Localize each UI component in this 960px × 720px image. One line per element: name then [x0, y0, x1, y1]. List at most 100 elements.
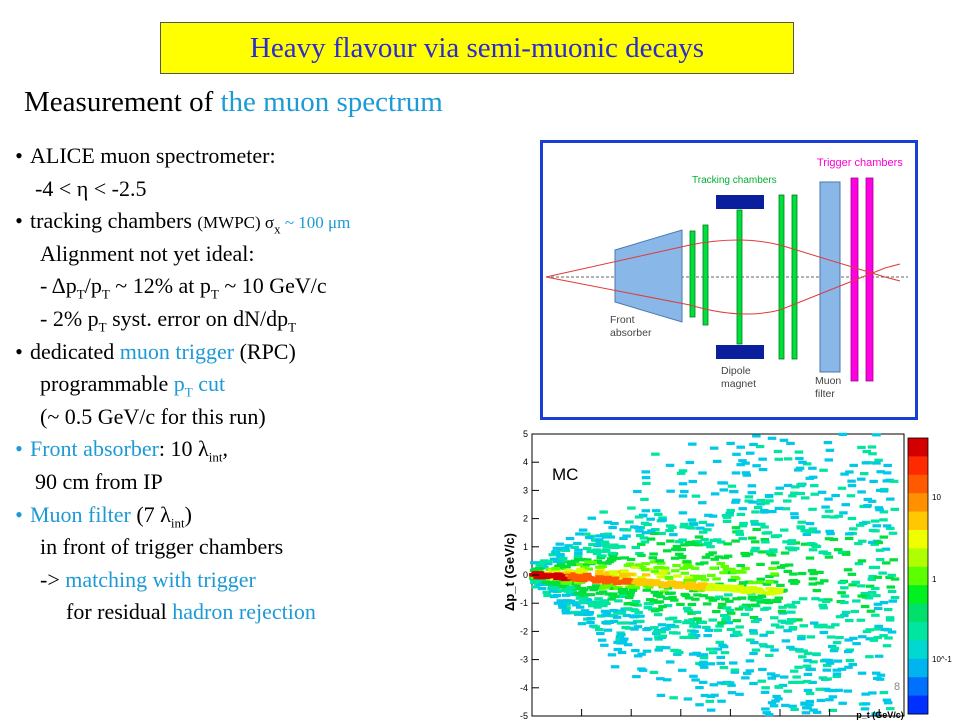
histogram-cell — [872, 524, 881, 528]
histogram-cell — [668, 525, 677, 529]
histogram-cell — [847, 572, 857, 576]
histogram-cell — [634, 515, 644, 519]
histogram-cell — [643, 637, 653, 641]
histogram-cell — [655, 600, 665, 604]
histogram-cell — [767, 701, 777, 705]
histogram-cell — [582, 546, 592, 551]
histogram-cell — [630, 585, 639, 589]
histogram-cell — [797, 637, 806, 641]
histogram-cell — [783, 569, 793, 573]
histogram-cell — [641, 562, 650, 566]
bullet-spectrometer: • ALICE muon spectrometer: — [8, 140, 528, 173]
histogram-cell — [595, 570, 604, 574]
histogram-cell — [586, 620, 595, 625]
histogram-cell — [712, 577, 721, 581]
histogram-cell — [631, 545, 641, 550]
histogram-cell — [637, 565, 647, 570]
histogram-cell — [638, 668, 648, 672]
histogram-cell — [838, 432, 848, 436]
histogram-cell — [750, 522, 760, 526]
histogram-cell — [736, 463, 745, 467]
histogram-cell — [734, 633, 743, 637]
histogram-cell — [805, 556, 815, 560]
histogram-cell — [641, 531, 651, 535]
histogram-cell — [816, 698, 826, 703]
trigger-chamber-1 — [850, 177, 859, 382]
histogram-cell — [797, 634, 806, 639]
histogram-cell — [851, 580, 860, 584]
histogram-cell — [771, 699, 780, 703]
histogram-cell — [750, 540, 760, 544]
histogram-cell — [698, 663, 707, 667]
histogram-cell — [709, 446, 719, 450]
histogram-cell — [803, 672, 813, 677]
histogram-cell — [654, 648, 663, 652]
y-tick-label: 4 — [523, 457, 528, 467]
histogram-cell — [620, 556, 629, 560]
histogram-cell — [657, 531, 666, 536]
histogram-cell — [673, 574, 682, 578]
histogram-cell — [862, 450, 872, 454]
histogram-cell — [657, 561, 666, 565]
histogram-cell — [847, 516, 857, 521]
histogram-cell — [837, 486, 847, 490]
slide-subtitle: Measurement of the muon spectrum — [24, 86, 443, 119]
histogram-cell — [703, 542, 712, 547]
histogram-cell — [714, 555, 723, 559]
histogram-cell — [599, 599, 609, 603]
histogram-cell — [667, 583, 677, 587]
histogram-cell — [690, 566, 700, 570]
histogram-cell — [825, 698, 834, 702]
histogram-cell — [889, 558, 898, 562]
histogram-cell — [786, 645, 795, 649]
histogram-cell — [775, 588, 784, 592]
histogram-cell — [803, 688, 813, 693]
histogram-cell — [726, 508, 735, 513]
histogram-cell — [704, 513, 713, 517]
histogram-cell — [618, 591, 628, 595]
histogram-cell — [570, 559, 580, 563]
histogram-cell — [692, 651, 701, 655]
histogram-cell — [747, 536, 757, 540]
histogram-cell — [717, 602, 727, 606]
histogram-cell — [756, 562, 765, 567]
histogram-cell — [840, 613, 849, 617]
muon-track-lower — [545, 263, 901, 315]
histogram-cell — [683, 609, 693, 613]
histogram-cell — [799, 624, 809, 628]
histogram-cell — [751, 648, 761, 652]
histogram-cell — [722, 567, 732, 571]
histogram-cell — [837, 667, 847, 671]
histogram-cell — [805, 691, 815, 696]
histogram-cell — [599, 533, 609, 537]
histogram-cell — [586, 593, 596, 597]
histogram-cell — [669, 696, 678, 700]
histogram-cell — [647, 607, 657, 611]
histogram-cell — [795, 466, 805, 470]
histogram-cell — [625, 520, 634, 524]
histogram-cell — [829, 649, 839, 653]
histogram-cell — [885, 478, 894, 482]
histogram-cell — [731, 539, 740, 543]
histogram-cell — [873, 635, 883, 640]
histogram-cell — [564, 568, 573, 573]
histogram-cell — [756, 498, 766, 503]
histogram-cell — [852, 642, 861, 646]
histogram-cell — [808, 507, 817, 511]
histogram-cell — [809, 571, 819, 576]
histogram-cell — [883, 701, 893, 705]
histogram-cell — [703, 541, 713, 545]
histogram-cell — [652, 631, 661, 636]
histogram-cell — [717, 481, 726, 485]
histogram-cell — [832, 674, 842, 679]
histogram-cell — [571, 569, 581, 574]
histogram-cell — [689, 522, 699, 526]
histogram-cell — [678, 494, 688, 498]
histogram-cell — [884, 636, 893, 640]
histogram-cell — [628, 588, 638, 592]
histogram-cell — [879, 601, 889, 605]
histogram-cell — [580, 565, 589, 569]
histogram-cell — [660, 566, 670, 570]
histogram-cell — [650, 626, 659, 630]
